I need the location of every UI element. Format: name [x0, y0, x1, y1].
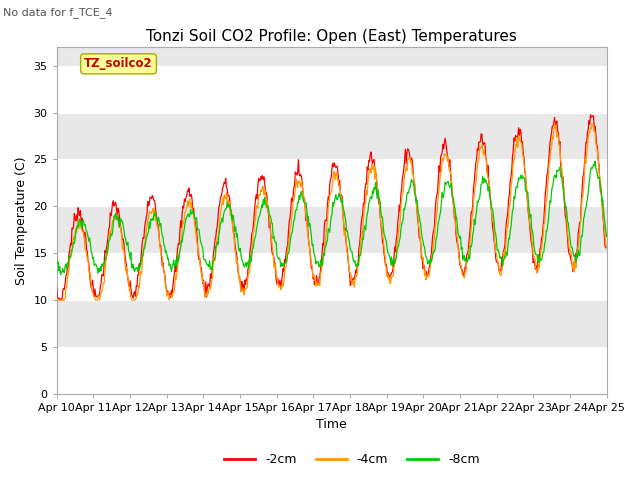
-4cm	[175, 250, 183, 256]
Line: -2cm: -2cm	[57, 115, 607, 300]
Bar	[57, 66, 607, 113]
Line: -8cm: -8cm	[57, 161, 607, 275]
-2cm	[176, 230, 184, 236]
-4cm	[550, 120, 558, 126]
-4cm	[415, 223, 422, 228]
-2cm	[205, 282, 212, 288]
Bar	[57, 300, 607, 347]
-2cm	[415, 235, 423, 240]
-8cm	[53, 257, 61, 263]
-4cm	[53, 297, 61, 303]
-4cm	[120, 242, 127, 248]
Y-axis label: Soil Temperature (C): Soil Temperature (C)	[15, 156, 28, 285]
-8cm	[603, 234, 611, 240]
-8cm	[63, 260, 71, 265]
-4cm	[204, 291, 212, 297]
-2cm	[399, 171, 407, 177]
X-axis label: Time: Time	[316, 419, 347, 432]
-2cm	[603, 244, 611, 250]
Text: No data for f_TCE_4: No data for f_TCE_4	[3, 7, 113, 18]
-8cm	[205, 264, 212, 269]
-4cm	[603, 245, 611, 251]
Text: TZ_soilco2: TZ_soilco2	[84, 58, 153, 71]
-8cm	[591, 158, 599, 164]
-2cm	[63, 265, 71, 271]
-8cm	[399, 216, 407, 222]
-2cm	[56, 297, 63, 303]
Bar	[57, 206, 607, 253]
Line: -4cm: -4cm	[57, 123, 607, 300]
-8cm	[176, 248, 184, 254]
-8cm	[57, 272, 65, 278]
Bar	[57, 253, 607, 300]
Bar	[57, 347, 607, 394]
-8cm	[415, 212, 423, 218]
-2cm	[120, 241, 128, 247]
-4cm	[63, 284, 70, 289]
-2cm	[53, 285, 61, 291]
Title: Tonzi Soil CO2 Profile: Open (East) Temperatures: Tonzi Soil CO2 Profile: Open (East) Temp…	[146, 29, 517, 44]
-4cm	[399, 191, 406, 196]
Legend: -2cm, -4cm, -8cm: -2cm, -4cm, -8cm	[219, 448, 485, 471]
Bar	[57, 159, 607, 206]
-8cm	[120, 228, 128, 233]
Bar	[57, 113, 607, 159]
-2cm	[587, 112, 595, 118]
